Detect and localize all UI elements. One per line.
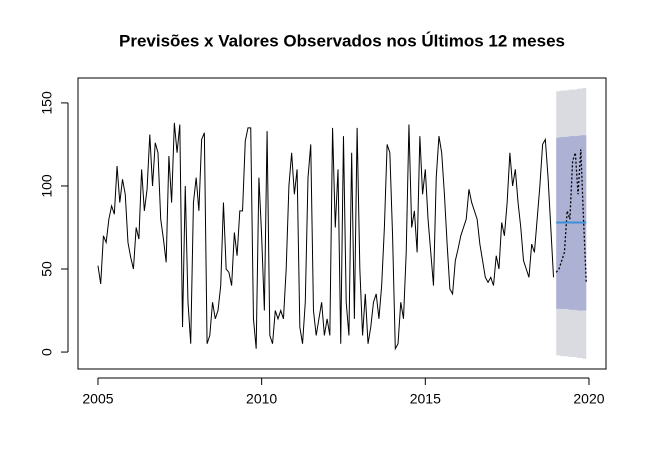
y-tick-label: 100 [39, 174, 55, 198]
x-tick-label: 2010 [246, 391, 277, 407]
plot-box [77, 77, 607, 370]
x-tick-label: 2020 [573, 391, 604, 407]
chart-title: Previsões x Valores Observados nos Últim… [119, 31, 565, 50]
observed-line [555, 149, 587, 283]
y-tick-label: 150 [39, 91, 55, 115]
history-line [97, 122, 555, 351]
x-tick-label: 2005 [82, 391, 113, 407]
y-tick-label: 50 [39, 261, 55, 277]
x-tick-label: 2015 [410, 391, 441, 407]
y-tick-label: 0 [39, 348, 55, 356]
